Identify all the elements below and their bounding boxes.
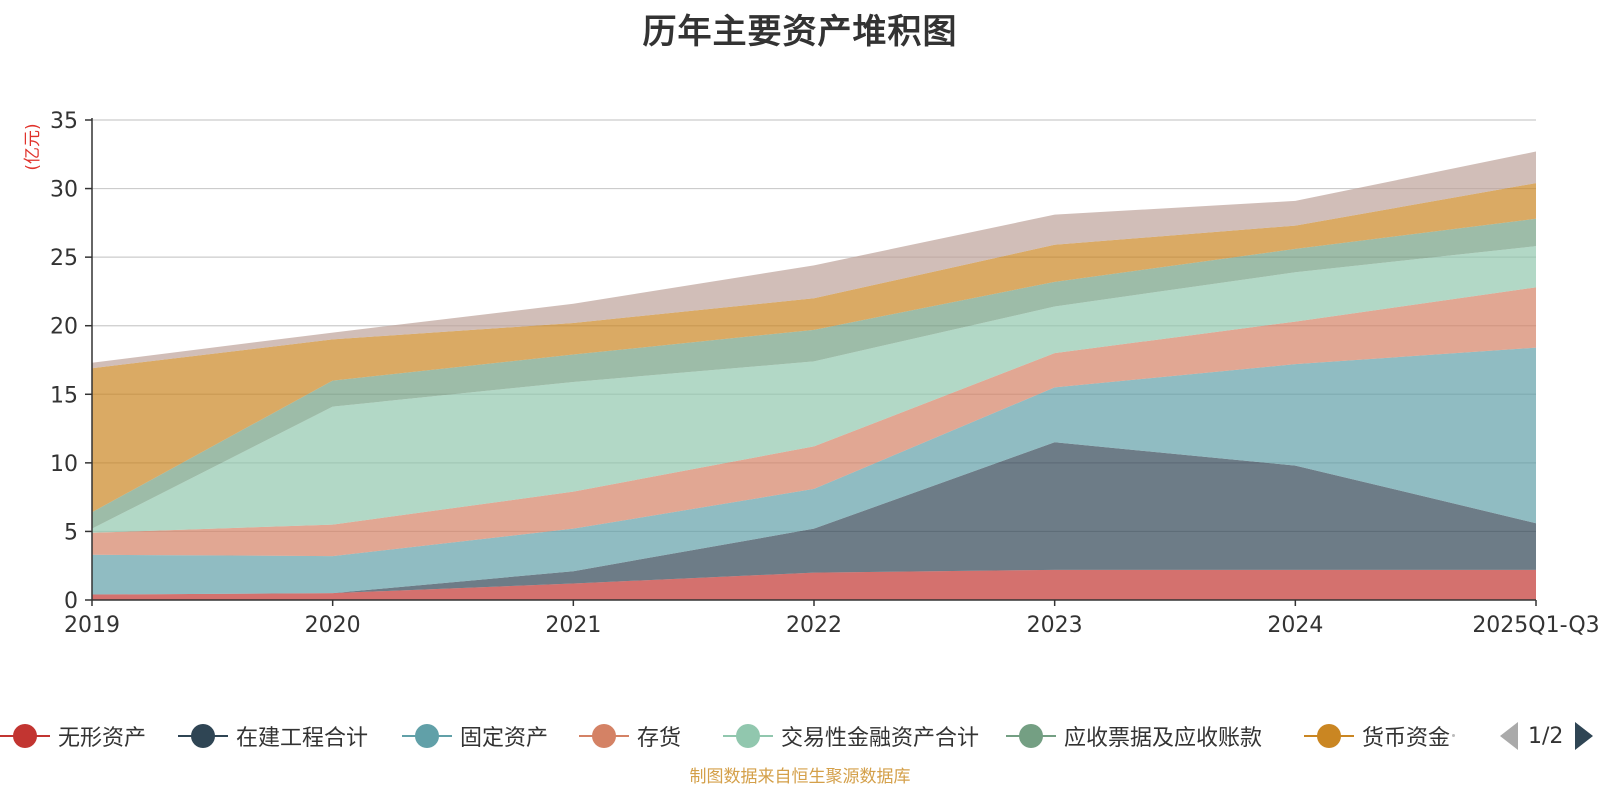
stacked-area-chart: 0 5 10 15 20 25 30 35 2019 2020 2021 2022 2023 2024 20… [23, 109, 1600, 638]
legend-item-3[interactable]: 存货 [579, 718, 681, 754]
y-tick-label: 15 [50, 383, 78, 408]
y-tick-label: 5 [64, 520, 78, 545]
legend-label: 应收票据及应收账款 [1064, 726, 1263, 751]
y-tick-label: 35 [50, 109, 78, 134]
legend-swatch-icon [1304, 718, 1354, 754]
legend-swatch-icon [402, 718, 452, 754]
area-series-2 [92, 347, 1536, 595]
area-series-7 [92, 151, 1536, 369]
legend-next-page-button[interactable] [1575, 722, 1594, 750]
x-tick-label: 2019 [64, 613, 120, 638]
y-axis-unit-label: (亿元) [23, 123, 43, 170]
legend-label: 货币资金 [1362, 726, 1451, 751]
y-tick-label: 0 [64, 589, 78, 614]
data-source-note: 制图数据来自恒生聚源数据库 [689, 767, 911, 787]
legend-item-0[interactable]: 无形资产 [0, 718, 146, 754]
y-tick-label: 25 [50, 246, 78, 271]
area-series-3 [92, 287, 1536, 557]
area-series-5 [92, 218, 1536, 529]
y-tick-label: 20 [50, 315, 78, 340]
x-tick-label: 2020 [305, 613, 361, 638]
x-tick-label: 2025Q1-Q3 [1472, 613, 1599, 638]
legend-prev-page-button[interactable] [1500, 722, 1518, 750]
legend-item-6[interactable]: 货币资金 [1304, 718, 1450, 754]
legend-swatch-icon [723, 718, 773, 754]
legend-label: 固定资产 [460, 726, 549, 751]
area-series-6 [92, 183, 1536, 513]
legend-swatch-icon [0, 718, 50, 754]
legend-item-4[interactable]: 交易性金融资产合计 [723, 718, 979, 754]
x-tick-label: 2023 [1027, 613, 1083, 638]
legend-label: 在建工程合计 [236, 726, 369, 751]
legend-swatch-icon [579, 718, 629, 754]
legend-page-indicator: 1/2 [1528, 723, 1564, 749]
area-series-0 [92, 569, 1536, 600]
legend-swatch-icon [1006, 718, 1056, 754]
x-tick-label: 2022 [786, 613, 842, 638]
chart-title: 历年主要资产堆积图 [642, 12, 958, 52]
legend-item-1[interactable]: 在建工程合计 [178, 718, 368, 754]
legend-label: 存货 [637, 726, 682, 751]
x-tick-label: 2021 [545, 613, 601, 638]
pager-separator [1452, 734, 1455, 737]
legend-label: 无形资产 [58, 726, 147, 751]
legend-swatch-icon [178, 718, 228, 754]
legend-item-5[interactable]: 应收票据及应收账款 [1006, 718, 1262, 754]
y-tick-label: 10 [50, 452, 78, 477]
chart-legend: 无形资产 在建工程合计 固定资产 存货 交易性金融资产合计 应收票据及应收账款 货币资金 [0, 718, 1600, 754]
legend-pager: 1/2 [1452, 718, 1594, 754]
area-series-1 [92, 442, 1536, 595]
area-series-4 [92, 246, 1536, 533]
x-tick-label: 2024 [1267, 613, 1323, 638]
y-tick-label: 30 [50, 178, 78, 203]
legend-label: 交易性金融资产合计 [781, 726, 980, 751]
legend-item-2[interactable]: 固定资产 [402, 718, 548, 754]
